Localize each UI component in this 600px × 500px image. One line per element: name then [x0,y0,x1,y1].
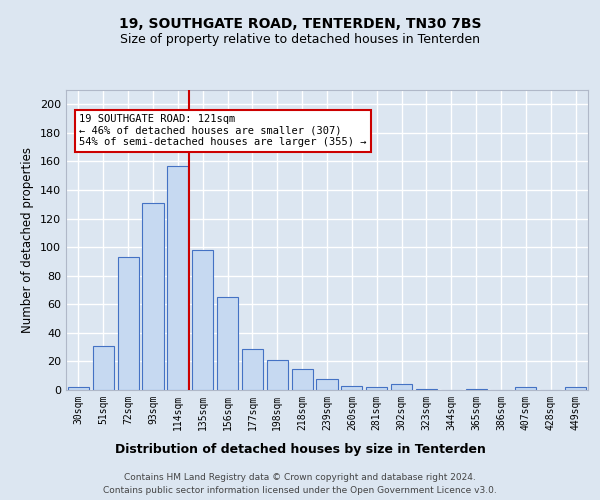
Bar [217,297,238,390]
Text: Size of property relative to detached houses in Tenterden: Size of property relative to detached ho… [120,32,480,46]
Text: Contains public sector information licensed under the Open Government Licence v3: Contains public sector information licen… [103,486,497,495]
Y-axis label: Number of detached properties: Number of detached properties [22,147,34,333]
Bar [68,387,89,390]
Bar [93,346,114,390]
Bar [341,386,362,390]
Bar [118,257,139,390]
Bar [242,348,263,390]
Bar [366,387,387,390]
Bar [167,166,188,390]
Bar [466,388,487,390]
Bar [192,250,213,390]
Bar [565,387,586,390]
Bar [142,203,164,390]
Bar [267,360,288,390]
Text: Distribution of detached houses by size in Tenterden: Distribution of detached houses by size … [115,442,485,456]
Bar [316,378,338,390]
Bar [391,384,412,390]
Text: 19, SOUTHGATE ROAD, TENTERDEN, TN30 7BS: 19, SOUTHGATE ROAD, TENTERDEN, TN30 7BS [119,18,481,32]
Text: Contains HM Land Registry data © Crown copyright and database right 2024.: Contains HM Land Registry data © Crown c… [124,472,476,482]
Text: 19 SOUTHGATE ROAD: 121sqm
← 46% of detached houses are smaller (307)
54% of semi: 19 SOUTHGATE ROAD: 121sqm ← 46% of detac… [79,114,367,148]
Bar [292,368,313,390]
Bar [515,387,536,390]
Bar [416,388,437,390]
